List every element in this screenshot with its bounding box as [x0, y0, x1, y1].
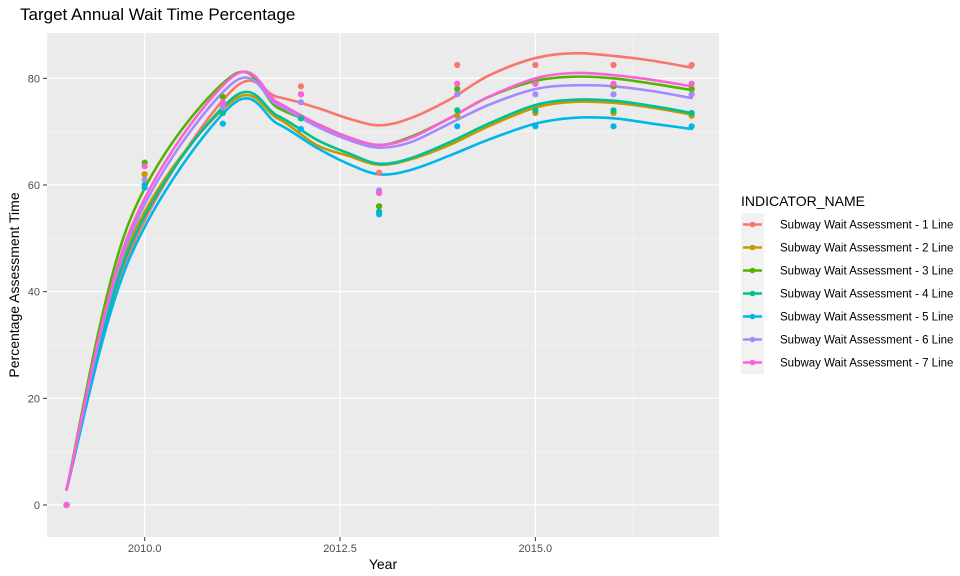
data-point	[532, 123, 539, 130]
data-point	[297, 115, 305, 122]
plot-panel	[47, 33, 719, 537]
y-tick-label: 60	[28, 180, 40, 192]
data-point	[688, 109, 695, 117]
legend-key-point	[749, 313, 756, 320]
legend-label: Subway Wait Assessment - 2 Line	[780, 243, 953, 255]
data-points	[63, 61, 695, 509]
legend-label: Subway Wait Assessment - 4 Line	[780, 289, 953, 301]
data-point	[219, 120, 226, 127]
x-axis-label: Year	[369, 556, 398, 572]
data-point	[532, 61, 539, 69]
data-point	[454, 112, 461, 119]
data-point	[532, 107, 539, 114]
y-tick-label: 20	[28, 393, 40, 405]
series-trend-line	[65, 76, 693, 491]
data-point	[141, 171, 148, 178]
data-point	[454, 91, 461, 98]
y-tick-label: 0	[34, 500, 40, 512]
y-tick-label: 40	[28, 287, 40, 299]
legend-label: Subway Wait Assessment - 5 Line	[780, 312, 953, 324]
data-point	[454, 85, 461, 93]
legend-key-point	[749, 244, 756, 251]
legend-title: INDICATOR_NAME	[741, 193, 865, 209]
data-point	[219, 109, 226, 117]
y-tick-label: 80	[28, 73, 40, 85]
legend-key-point	[749, 359, 756, 366]
x-tick-label: 2010.0	[128, 543, 162, 555]
data-point	[63, 501, 70, 509]
data-point	[610, 61, 617, 69]
x-tick-label: 2015.0	[519, 543, 553, 555]
data-point	[610, 107, 617, 114]
data-point	[141, 184, 148, 191]
data-point	[375, 203, 383, 210]
data-point	[375, 169, 383, 176]
data-point	[141, 163, 148, 170]
data-point	[532, 80, 539, 87]
legend-label: Subway Wait Assessment - 3 Line	[780, 266, 953, 278]
data-point	[688, 123, 695, 130]
data-point	[454, 61, 461, 69]
x-tick-label: 2012.5	[323, 543, 357, 555]
data-point	[688, 85, 695, 93]
x-axis: 2010.0 2012.5 2015.0	[128, 537, 552, 555]
chart-title: Target Annual Wait Time Percentage	[20, 5, 295, 24]
grid-major	[47, 33, 719, 537]
legend-key-point	[749, 290, 756, 297]
series-trend-line	[65, 70, 693, 491]
data-point	[297, 125, 305, 133]
data-point	[610, 80, 617, 87]
data-point	[375, 189, 383, 197]
grid-minor	[46, 33, 719, 537]
data-point	[219, 99, 226, 106]
legend-key-point	[749, 267, 756, 274]
y-axis-label: Percentage Assessment Time	[6, 192, 22, 377]
data-point	[375, 211, 383, 218]
data-point	[219, 93, 226, 101]
data-point	[219, 104, 226, 111]
data-point	[454, 123, 461, 130]
data-point	[454, 80, 461, 87]
data-point	[297, 83, 305, 90]
data-point	[688, 80, 695, 87]
legend-label: Subway Wait Assessment - 6 Line	[780, 335, 953, 347]
data-point	[297, 91, 305, 98]
series-trend-line	[65, 97, 693, 491]
legend-label: Subway Wait Assessment - 1 Line	[780, 220, 953, 232]
data-point	[610, 123, 617, 130]
legend-key-point	[749, 221, 756, 228]
data-point	[297, 99, 305, 106]
legend: INDICATOR_NAME Subway Wait Assessment - …	[741, 193, 953, 374]
data-point	[141, 176, 148, 183]
data-point	[454, 107, 461, 114]
legend-items: Subway Wait Assessment - 1 Line Subway Wa…	[741, 213, 953, 374]
data-point	[610, 91, 617, 98]
data-point	[688, 91, 695, 98]
legend-key-point	[749, 336, 756, 343]
data-point	[688, 61, 695, 69]
legend-label: Subway Wait Assessment - 7 Line	[780, 358, 953, 370]
smooth-lines	[65, 51, 693, 491]
data-point	[532, 91, 539, 98]
y-axis: 0 20 40 60 80	[28, 73, 47, 512]
series-trend-line	[65, 90, 693, 491]
